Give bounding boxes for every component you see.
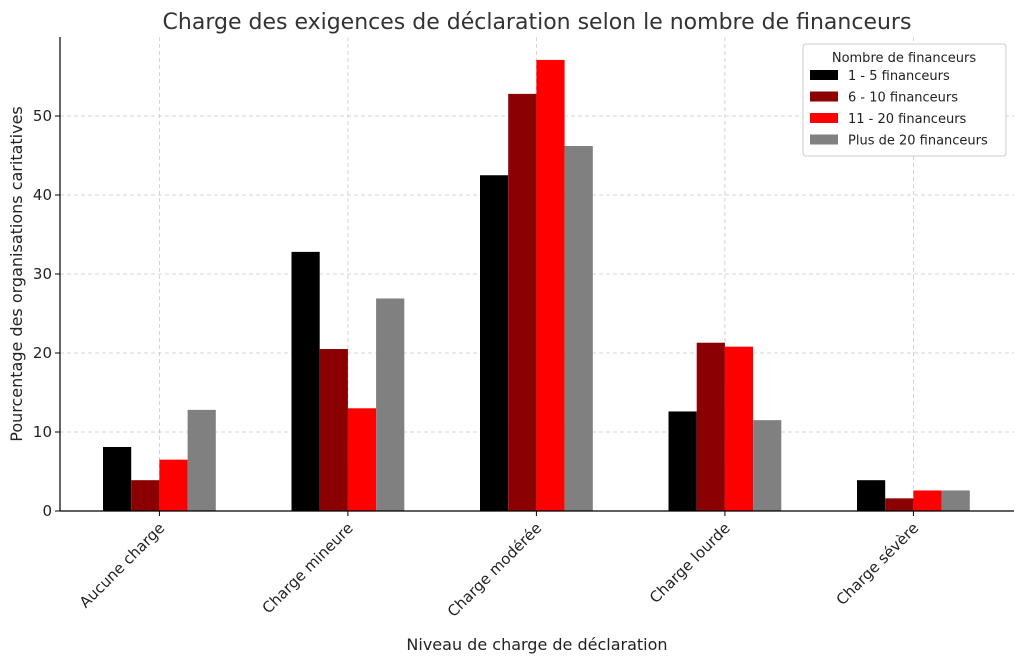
bar (564, 146, 593, 511)
bar (376, 298, 405, 511)
chart-title: Charge des exigences de déclaration selo… (163, 10, 912, 35)
bars-layer (103, 59, 970, 511)
x-tick-label: Charge modérée (444, 519, 545, 620)
bar (941, 490, 970, 511)
y-ticks: 0 10 20 30 40 50 (33, 107, 60, 520)
bar (319, 349, 348, 511)
bar (131, 480, 160, 511)
x-tick-label: Charge mineure (259, 519, 357, 617)
legend-swatch (810, 113, 838, 123)
bar (696, 342, 725, 511)
bar (885, 498, 914, 511)
bar (159, 459, 188, 511)
legend-label: 1 - 5 financeurs (848, 69, 950, 84)
legend-box (802, 43, 1007, 157)
x-tick-label: Charge sévère (833, 519, 923, 609)
y-tick-label: 50 (33, 107, 52, 125)
y-tick-label: 10 (33, 423, 52, 441)
legend-items: 1 - 5 financeurs 6 - 10 financeurs 11 - 20… (810, 69, 988, 149)
y-tick-label: 30 (33, 265, 52, 283)
bar (753, 420, 782, 511)
legend-label: Plus de 20 financeurs (848, 134, 988, 149)
bar (347, 408, 377, 511)
y-tick-label: 0 (42, 502, 52, 520)
legend: Nombre de financeurs 1 - 5 financeurs 6 -… (802, 43, 1007, 157)
x-tick-label: Aucune charge (76, 519, 168, 611)
bar (291, 251, 320, 511)
x-tick-label: Charge lourde (646, 519, 734, 607)
x-axis-label: Niveau de charge de déclaration (406, 635, 667, 654)
bar (187, 409, 216, 511)
x-ticks: Aucune charge Charge mineure Charge modéré… (76, 511, 922, 621)
y-axis-label: Pourcentage des organisations caritative… (7, 106, 26, 442)
legend-label: 11 - 20 financeurs (848, 112, 967, 127)
legend-title: Nombre de financeurs (832, 51, 977, 66)
legend-swatch (810, 134, 838, 145)
y-tick-label: 20 (33, 344, 52, 362)
bar (480, 175, 509, 511)
legend-swatch (810, 70, 838, 80)
bar (536, 59, 565, 511)
y-tick-label: 40 (33, 186, 52, 204)
bar (103, 447, 132, 511)
legend-label: 6 - 10 financeurs (848, 91, 958, 106)
bar (857, 480, 886, 511)
bar (508, 93, 537, 511)
bar (668, 411, 697, 511)
bar (724, 346, 754, 511)
bar (913, 490, 942, 511)
legend-swatch (810, 91, 838, 102)
